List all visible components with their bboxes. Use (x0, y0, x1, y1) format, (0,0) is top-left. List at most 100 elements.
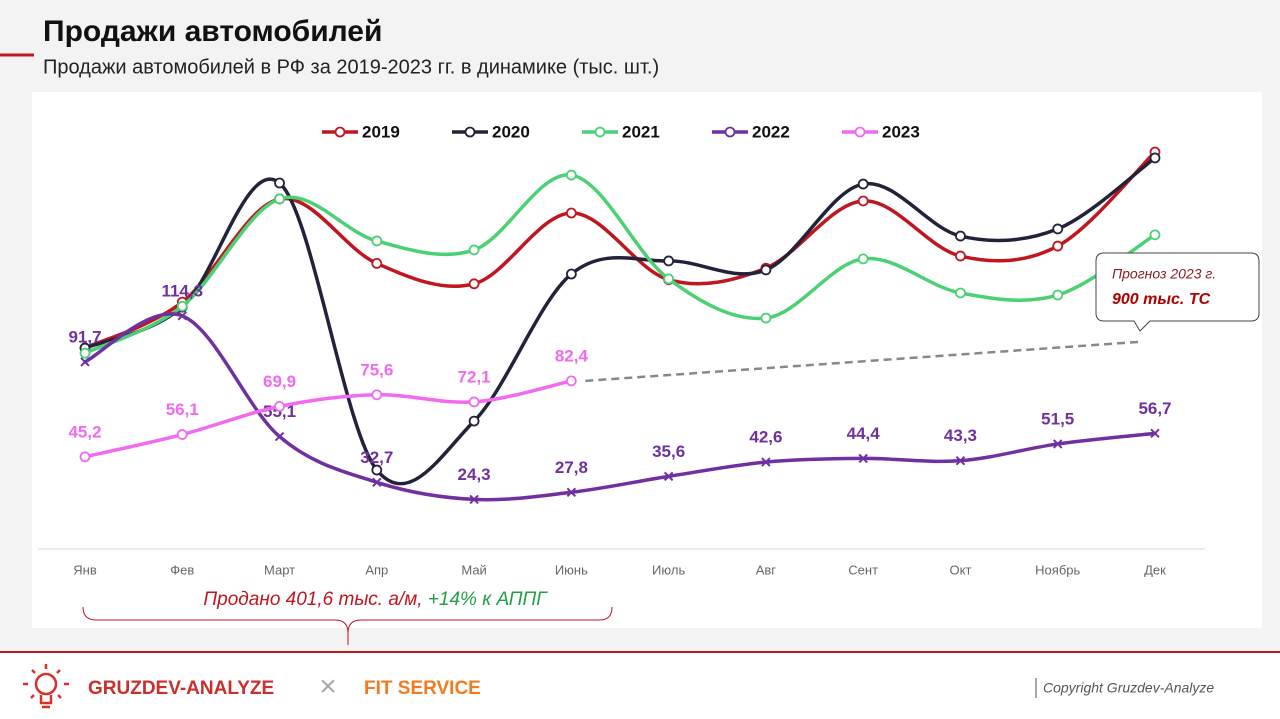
marker (663, 273, 675, 285)
x-tick-label: Окт (950, 562, 972, 577)
marker (469, 494, 479, 505)
x-tick-label: Авг (756, 562, 777, 577)
marker (955, 230, 966, 242)
data-label: 44,4 (847, 424, 881, 443)
x-tick-label: Ноябрь (1035, 562, 1080, 577)
marker (1052, 289, 1064, 301)
legend-marker (334, 126, 346, 138)
marker (1052, 223, 1064, 235)
marker (955, 455, 966, 466)
marker (274, 401, 285, 412)
subtitle: Продажи автомобилей в РФ за 2019-2023 гг… (43, 56, 659, 78)
brand: GRUZDEV-ANALYZE (88, 678, 274, 699)
x-tick-label: Сент (848, 562, 878, 577)
data-label: 56,7 (1138, 399, 1171, 418)
marker (1149, 229, 1161, 241)
marker (955, 250, 966, 262)
series (79, 169, 1161, 359)
marker (565, 207, 577, 219)
sold-note: Продано 401,6 тыс. а/м, +14% к АППГ (203, 589, 548, 610)
lamp-icon (23, 664, 69, 709)
data-label: 72,1 (458, 367, 491, 386)
x-tick-label: Май (461, 562, 486, 577)
data-label: 32,7 (360, 448, 393, 467)
forecast-value: 900 тыс. ТС (1112, 291, 1211, 308)
marker (566, 487, 577, 497)
footer (0, 652, 1280, 719)
marker (79, 347, 91, 359)
data-label: 42,6 (749, 428, 782, 447)
marker (1149, 152, 1161, 164)
marker (177, 311, 187, 321)
sold-text: Продано 401,6 тыс. а/м, (203, 589, 427, 610)
series: 45,2 56,1 69,9 75,6 72,1 82,4 (68, 346, 589, 463)
x-tick-label: Июль (652, 562, 685, 577)
marker (79, 451, 91, 463)
marker (565, 375, 577, 387)
separator: × (319, 670, 337, 703)
x-tick-label: Март (264, 562, 295, 577)
data-label: 56,1 (166, 400, 199, 419)
marker (371, 464, 383, 476)
bracket (82, 606, 613, 645)
marker (371, 389, 383, 401)
marker (468, 278, 480, 290)
data-label: 51,5 (1041, 409, 1074, 428)
legend-label: 2019 (362, 122, 400, 141)
x-tick-label: Фев (170, 562, 194, 577)
marker (274, 177, 285, 189)
chart: Янв Фев Март Апр Май Июнь Июль Авг Сент Окт Ноябрь… (68, 122, 1171, 577)
forecast-title: Прогноз 2023 г. (1112, 266, 1216, 282)
marker (176, 300, 188, 312)
marker (663, 471, 674, 482)
marker (857, 178, 869, 190)
data-label: 114,3 (161, 281, 203, 300)
x-tick-label: Янв (73, 562, 97, 577)
marker (565, 169, 577, 181)
x-tick-label: Дек (1144, 562, 1166, 577)
data-label: 75,6 (360, 360, 393, 379)
copyright: Copyright Gruzdev-Analyze (1043, 680, 1214, 696)
marker (274, 193, 285, 205)
marker (176, 429, 188, 440)
data-label: 35,6 (652, 442, 685, 461)
legend-label: 2023 (882, 122, 920, 141)
x-tick-label: Июнь (555, 562, 588, 577)
marker (1053, 439, 1063, 449)
marker (760, 264, 772, 276)
marker (1150, 428, 1160, 439)
data-label: 43,3 (944, 426, 977, 445)
forecast-trend (585, 340, 1139, 383)
marker (1052, 240, 1064, 252)
title: Продажи автомобилей (43, 15, 382, 48)
marker (371, 235, 383, 247)
marker (858, 453, 868, 464)
legend-label: 2020 (492, 122, 530, 141)
marker (857, 253, 869, 265)
data-label: 27,8 (555, 458, 588, 477)
data-label: 69,9 (263, 372, 296, 391)
marker (80, 357, 90, 367)
marker (760, 312, 772, 324)
data-label: 24,3 (458, 465, 491, 484)
marker (468, 415, 480, 427)
marker (274, 431, 285, 442)
data-label: 82,4 (555, 346, 589, 365)
marker (955, 287, 966, 299)
marker (372, 477, 382, 487)
legend-marker (854, 126, 866, 138)
legend-label: 2022 (752, 122, 790, 141)
growth-text: +14% к АППГ (428, 589, 548, 610)
x-tick-label: Апр (365, 562, 388, 577)
marker (371, 257, 383, 269)
marker (468, 396, 480, 408)
partner: FIT SERVICE (364, 678, 481, 699)
legend-label: 2021 (622, 122, 660, 141)
callout-box (1095, 252, 1260, 332)
legend-marker (724, 126, 736, 138)
series (79, 152, 1161, 486)
series-line (83, 379, 574, 459)
marker (565, 268, 577, 280)
